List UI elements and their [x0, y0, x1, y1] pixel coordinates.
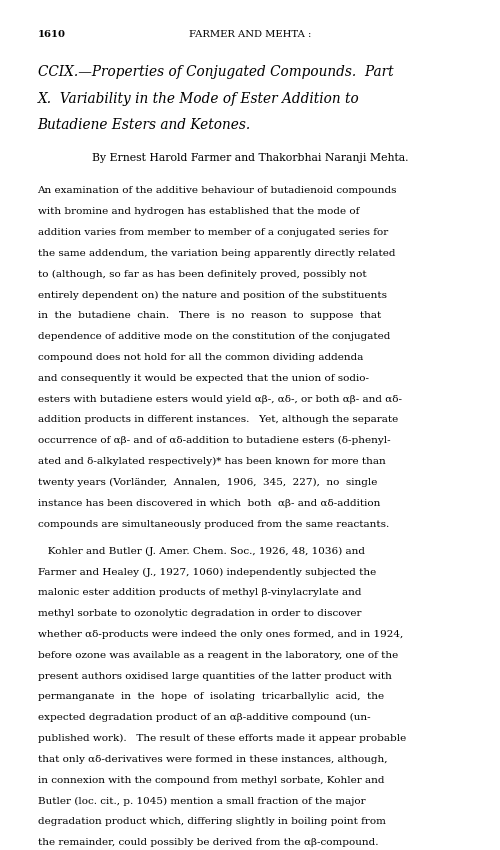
Text: instance has been discovered in which  both  αβ- and αδ-addition: instance has been discovered in which bo…: [38, 499, 380, 507]
Text: addition varies from member to member of a conjugated series for: addition varies from member to member of…: [38, 228, 388, 237]
Text: Farmer and Healey (J., 1927, 1060) independently subjected the: Farmer and Healey (J., 1927, 1060) indep…: [38, 568, 376, 576]
Text: degradation product which, differing slightly in boiling point from: degradation product which, differing sli…: [38, 818, 386, 826]
Text: By Ernest Harold Farmer and Thakorbhai Naranji Mehta.: By Ernest Harold Farmer and Thakorbhai N…: [92, 153, 408, 163]
Text: 1610: 1610: [38, 30, 66, 39]
Text: addition products in different instances.   Yet, although the separate: addition products in different instances…: [38, 416, 398, 424]
Text: the remainder, could possibly be derived from the αβ-compound.: the remainder, could possibly be derived…: [38, 838, 378, 847]
Text: in connexion with the compound from methyl sorbate, Kohler and: in connexion with the compound from meth…: [38, 776, 384, 785]
Text: An examination of the additive behaviour of butadienoid compounds: An examination of the additive behaviour…: [38, 186, 397, 196]
Text: compound does not hold for all the common dividing addenda: compound does not hold for all the commo…: [38, 353, 363, 362]
Text: FARMER AND MEHTA :: FARMER AND MEHTA :: [189, 30, 311, 39]
Text: in  the  butadiene  chain.   There  is  no  reason  to  suppose  that: in the butadiene chain. There is no reas…: [38, 311, 381, 320]
Text: ated and δ-alkylated respectively)* has been known for more than: ated and δ-alkylated respectively)* has …: [38, 457, 385, 466]
Text: and consequently it would be expected that the union of sodio-: and consequently it would be expected th…: [38, 374, 368, 382]
Text: to (although, so far as has been definitely proved, possibly not: to (although, so far as has been definit…: [38, 269, 366, 279]
Text: present authors oxidised large quantities of the latter product with: present authors oxidised large quantitie…: [38, 672, 392, 681]
Text: the same addendum, the variation being apparently directly related: the same addendum, the variation being a…: [38, 249, 395, 258]
Text: with bromine and hydrogen has established that the mode of: with bromine and hydrogen has establishe…: [38, 207, 359, 216]
Text: whether αδ-products were indeed the only ones formed, and in 1924,: whether αδ-products were indeed the only…: [38, 630, 403, 639]
Text: malonic ester addition products of methyl β-vinylacrylate and: malonic ester addition products of methy…: [38, 588, 361, 598]
Text: that only αδ-derivatives were formed in these instances, although,: that only αδ-derivatives were formed in …: [38, 755, 387, 764]
Text: published work).   The result of these efforts made it appear probable: published work). The result of these eff…: [38, 734, 406, 743]
Text: X.  Variability in the Mode of Ester Addition to: X. Variability in the Mode of Ester Addi…: [38, 92, 359, 105]
Text: methyl sorbate to ozonolytic degradation in order to discover: methyl sorbate to ozonolytic degradation…: [38, 609, 361, 618]
Text: permanganate  in  the  hope  of  isolating  tricarballylic  acid,  the: permanganate in the hope of isolating tr…: [38, 693, 384, 701]
Text: CCIX.—Properties of Conjugated Compounds.  Part: CCIX.—Properties of Conjugated Compounds…: [38, 65, 393, 79]
Text: Butler (loc. cit., p. 1045) mention a small fraction of the major: Butler (loc. cit., p. 1045) mention a sm…: [38, 796, 365, 806]
Text: occurrence of αβ- and of αδ-addition to butadiene esters (δ-phenyl-: occurrence of αβ- and of αδ-addition to …: [38, 436, 390, 445]
Text: entirely dependent on) the nature and position of the substituents: entirely dependent on) the nature and po…: [38, 291, 387, 299]
Text: before ozone was available as a reagent in the laboratory, one of the: before ozone was available as a reagent …: [38, 651, 398, 660]
Text: expected degradation product of an αβ-additive compound (un-: expected degradation product of an αβ-ad…: [38, 713, 370, 722]
Text: twenty years (Vorländer,  Annalen,  1906,  345,  227),  no  single: twenty years (Vorländer, Annalen, 1906, …: [38, 478, 377, 487]
Text: compounds are simultaneously produced from the same reactants.: compounds are simultaneously produced fr…: [38, 519, 389, 529]
Text: esters with butadiene esters would yield αβ-, αδ-, or both αβ- and αδ-: esters with butadiene esters would yield…: [38, 394, 402, 404]
Text: Kohler and Butler (J. Amer. Chem. Soc., 1926, 48, 1036) and: Kohler and Butler (J. Amer. Chem. Soc., …: [38, 547, 364, 556]
Text: Butadiene Esters and Ketones.: Butadiene Esters and Ketones.: [38, 118, 251, 132]
Text: dependence of additive mode on the constitution of the conjugated: dependence of additive mode on the const…: [38, 332, 390, 341]
